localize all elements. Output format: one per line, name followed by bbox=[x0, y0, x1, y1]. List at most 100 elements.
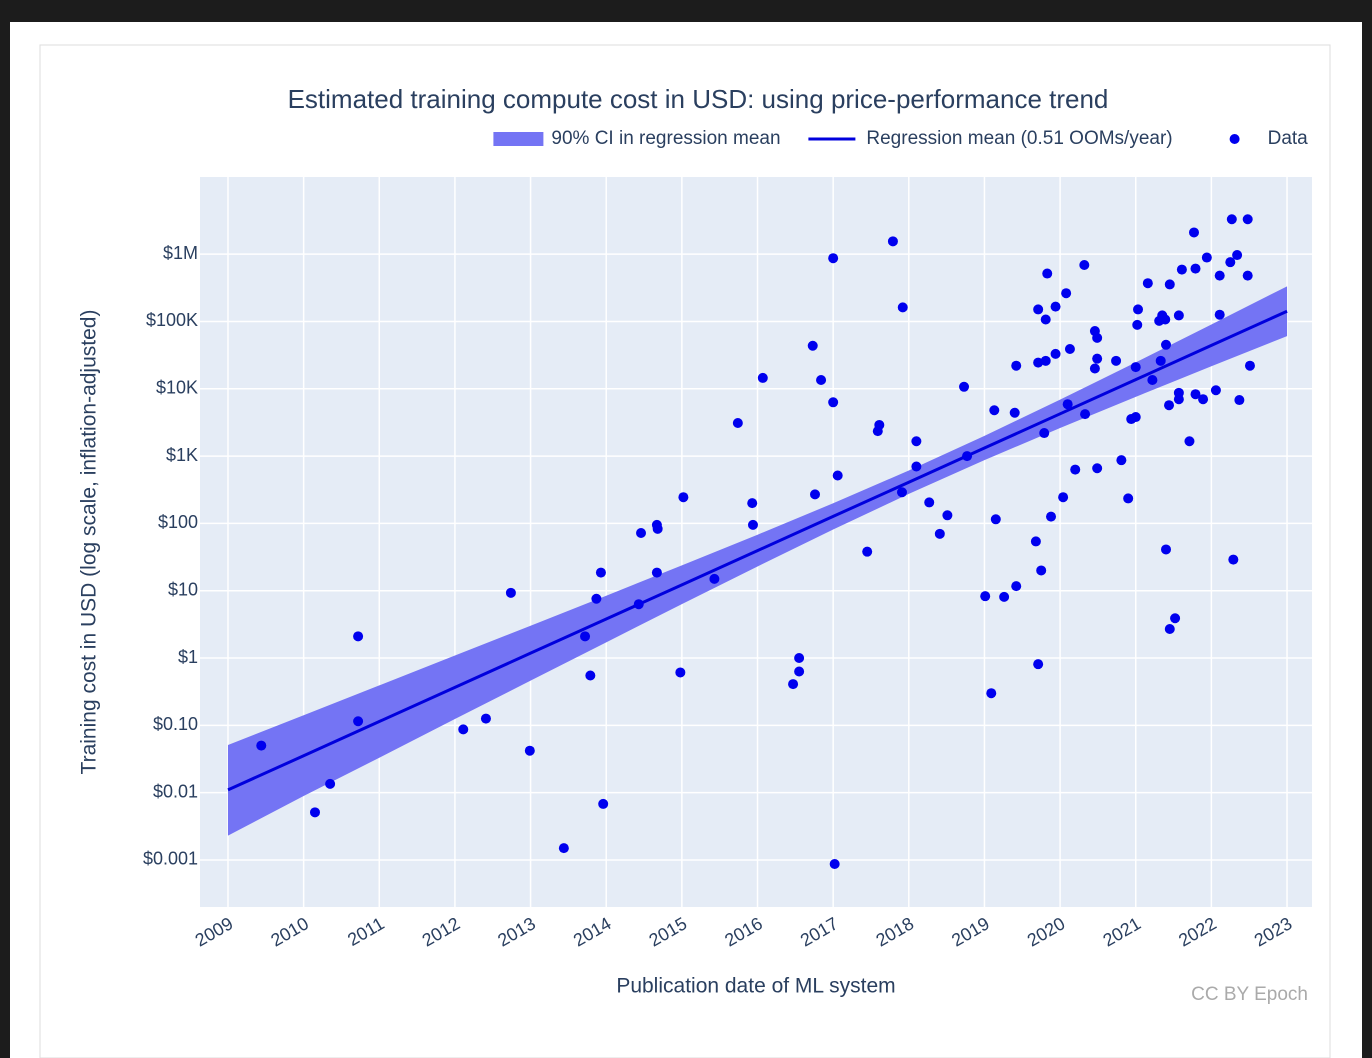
y-tick-label: $0.01 bbox=[153, 781, 198, 801]
y-tick-label: $10K bbox=[156, 378, 198, 398]
data-point bbox=[580, 631, 591, 642]
data-point bbox=[1033, 357, 1044, 368]
data-point bbox=[558, 843, 569, 854]
data-point bbox=[829, 859, 840, 870]
data-point bbox=[1132, 319, 1143, 330]
data-point bbox=[1039, 428, 1050, 439]
data-point bbox=[924, 497, 935, 508]
data-point bbox=[862, 546, 873, 557]
data-point bbox=[874, 419, 885, 430]
data-point bbox=[1042, 268, 1053, 279]
data-point bbox=[747, 498, 758, 509]
y-tick-label: $0.10 bbox=[153, 714, 198, 734]
data-point bbox=[732, 418, 743, 429]
data-point bbox=[942, 510, 953, 521]
data-point bbox=[1050, 348, 1061, 359]
data-point bbox=[989, 405, 1000, 416]
data-point bbox=[598, 798, 609, 809]
data-point bbox=[1033, 659, 1044, 670]
data-point bbox=[1147, 374, 1158, 385]
data-point bbox=[591, 593, 602, 604]
data-point bbox=[1009, 407, 1020, 418]
data-point bbox=[1190, 389, 1201, 400]
data-point bbox=[1079, 259, 1090, 270]
data-point bbox=[1201, 252, 1212, 263]
data-point bbox=[747, 519, 758, 530]
data-point bbox=[1061, 288, 1072, 299]
y-tick-label: $1K bbox=[166, 445, 198, 465]
data-point bbox=[1040, 314, 1051, 325]
y-tick-label: $0.001 bbox=[143, 849, 198, 869]
data-point bbox=[1198, 394, 1209, 405]
data-point bbox=[1133, 304, 1144, 315]
data-point bbox=[999, 591, 1010, 602]
data-point bbox=[709, 573, 720, 584]
data-point bbox=[990, 514, 1001, 525]
data-point bbox=[887, 236, 898, 247]
data-point bbox=[1214, 270, 1225, 281]
data-point bbox=[1184, 436, 1195, 447]
data-point bbox=[1244, 360, 1255, 371]
data-point bbox=[962, 451, 973, 462]
data-point bbox=[1164, 623, 1175, 634]
data-point bbox=[1160, 314, 1171, 325]
data-point bbox=[1036, 565, 1047, 576]
data-point bbox=[1173, 310, 1184, 321]
data-point bbox=[1092, 353, 1103, 364]
data-point bbox=[480, 713, 491, 724]
data-point bbox=[1242, 270, 1253, 281]
legend-label: 90% CI in regression mean bbox=[551, 128, 780, 149]
data-point bbox=[1130, 412, 1141, 423]
data-point bbox=[595, 567, 606, 578]
data-point bbox=[1033, 304, 1044, 315]
data-point bbox=[832, 470, 843, 481]
data-point bbox=[675, 667, 686, 678]
data-point bbox=[1242, 214, 1253, 225]
data-point bbox=[256, 740, 267, 751]
data-point bbox=[757, 372, 768, 383]
data-point bbox=[1089, 363, 1100, 374]
data-point bbox=[1228, 554, 1239, 565]
legend-label: Regression mean (0.51 OOMs/year) bbox=[866, 128, 1172, 149]
data-point bbox=[1176, 264, 1187, 275]
data-point bbox=[934, 528, 945, 539]
data-point bbox=[1123, 493, 1134, 504]
y-tick-label: $100K bbox=[146, 310, 198, 330]
data-point bbox=[788, 679, 799, 690]
data-point bbox=[585, 670, 596, 681]
data-point bbox=[309, 807, 320, 818]
data-point bbox=[353, 631, 364, 642]
data-point bbox=[1064, 343, 1075, 354]
data-point bbox=[1170, 613, 1181, 624]
data-point bbox=[959, 381, 970, 392]
legend-swatch bbox=[493, 132, 544, 146]
data-point bbox=[325, 778, 336, 789]
data-point bbox=[1062, 399, 1073, 410]
data-point bbox=[633, 599, 644, 610]
data-point bbox=[524, 745, 535, 756]
data-point bbox=[458, 724, 469, 735]
chart-title: Estimated training compute cost in USD: … bbox=[288, 84, 1109, 114]
y-axis-label: Training cost in USD (log scale, inflati… bbox=[78, 310, 101, 775]
data-point bbox=[1226, 214, 1237, 225]
x-axis-label: Publication date of ML system bbox=[616, 975, 895, 998]
data-point bbox=[678, 492, 689, 503]
y-tick-label: $100 bbox=[158, 512, 198, 532]
data-point bbox=[1011, 360, 1022, 371]
data-point bbox=[1092, 463, 1103, 474]
data-point bbox=[980, 591, 991, 602]
data-point bbox=[807, 340, 818, 351]
data-point bbox=[1210, 385, 1221, 396]
data-point bbox=[1190, 263, 1201, 274]
data-point bbox=[651, 567, 662, 578]
data-point bbox=[1080, 409, 1091, 420]
data-point bbox=[1111, 355, 1122, 366]
data-point bbox=[1142, 278, 1153, 289]
ci-band bbox=[227, 286, 1288, 836]
data-point bbox=[1161, 544, 1172, 555]
data-point bbox=[1155, 355, 1166, 366]
data-point bbox=[353, 716, 364, 727]
data-point bbox=[1234, 395, 1245, 406]
data-point bbox=[828, 397, 839, 408]
data-point bbox=[896, 487, 907, 498]
